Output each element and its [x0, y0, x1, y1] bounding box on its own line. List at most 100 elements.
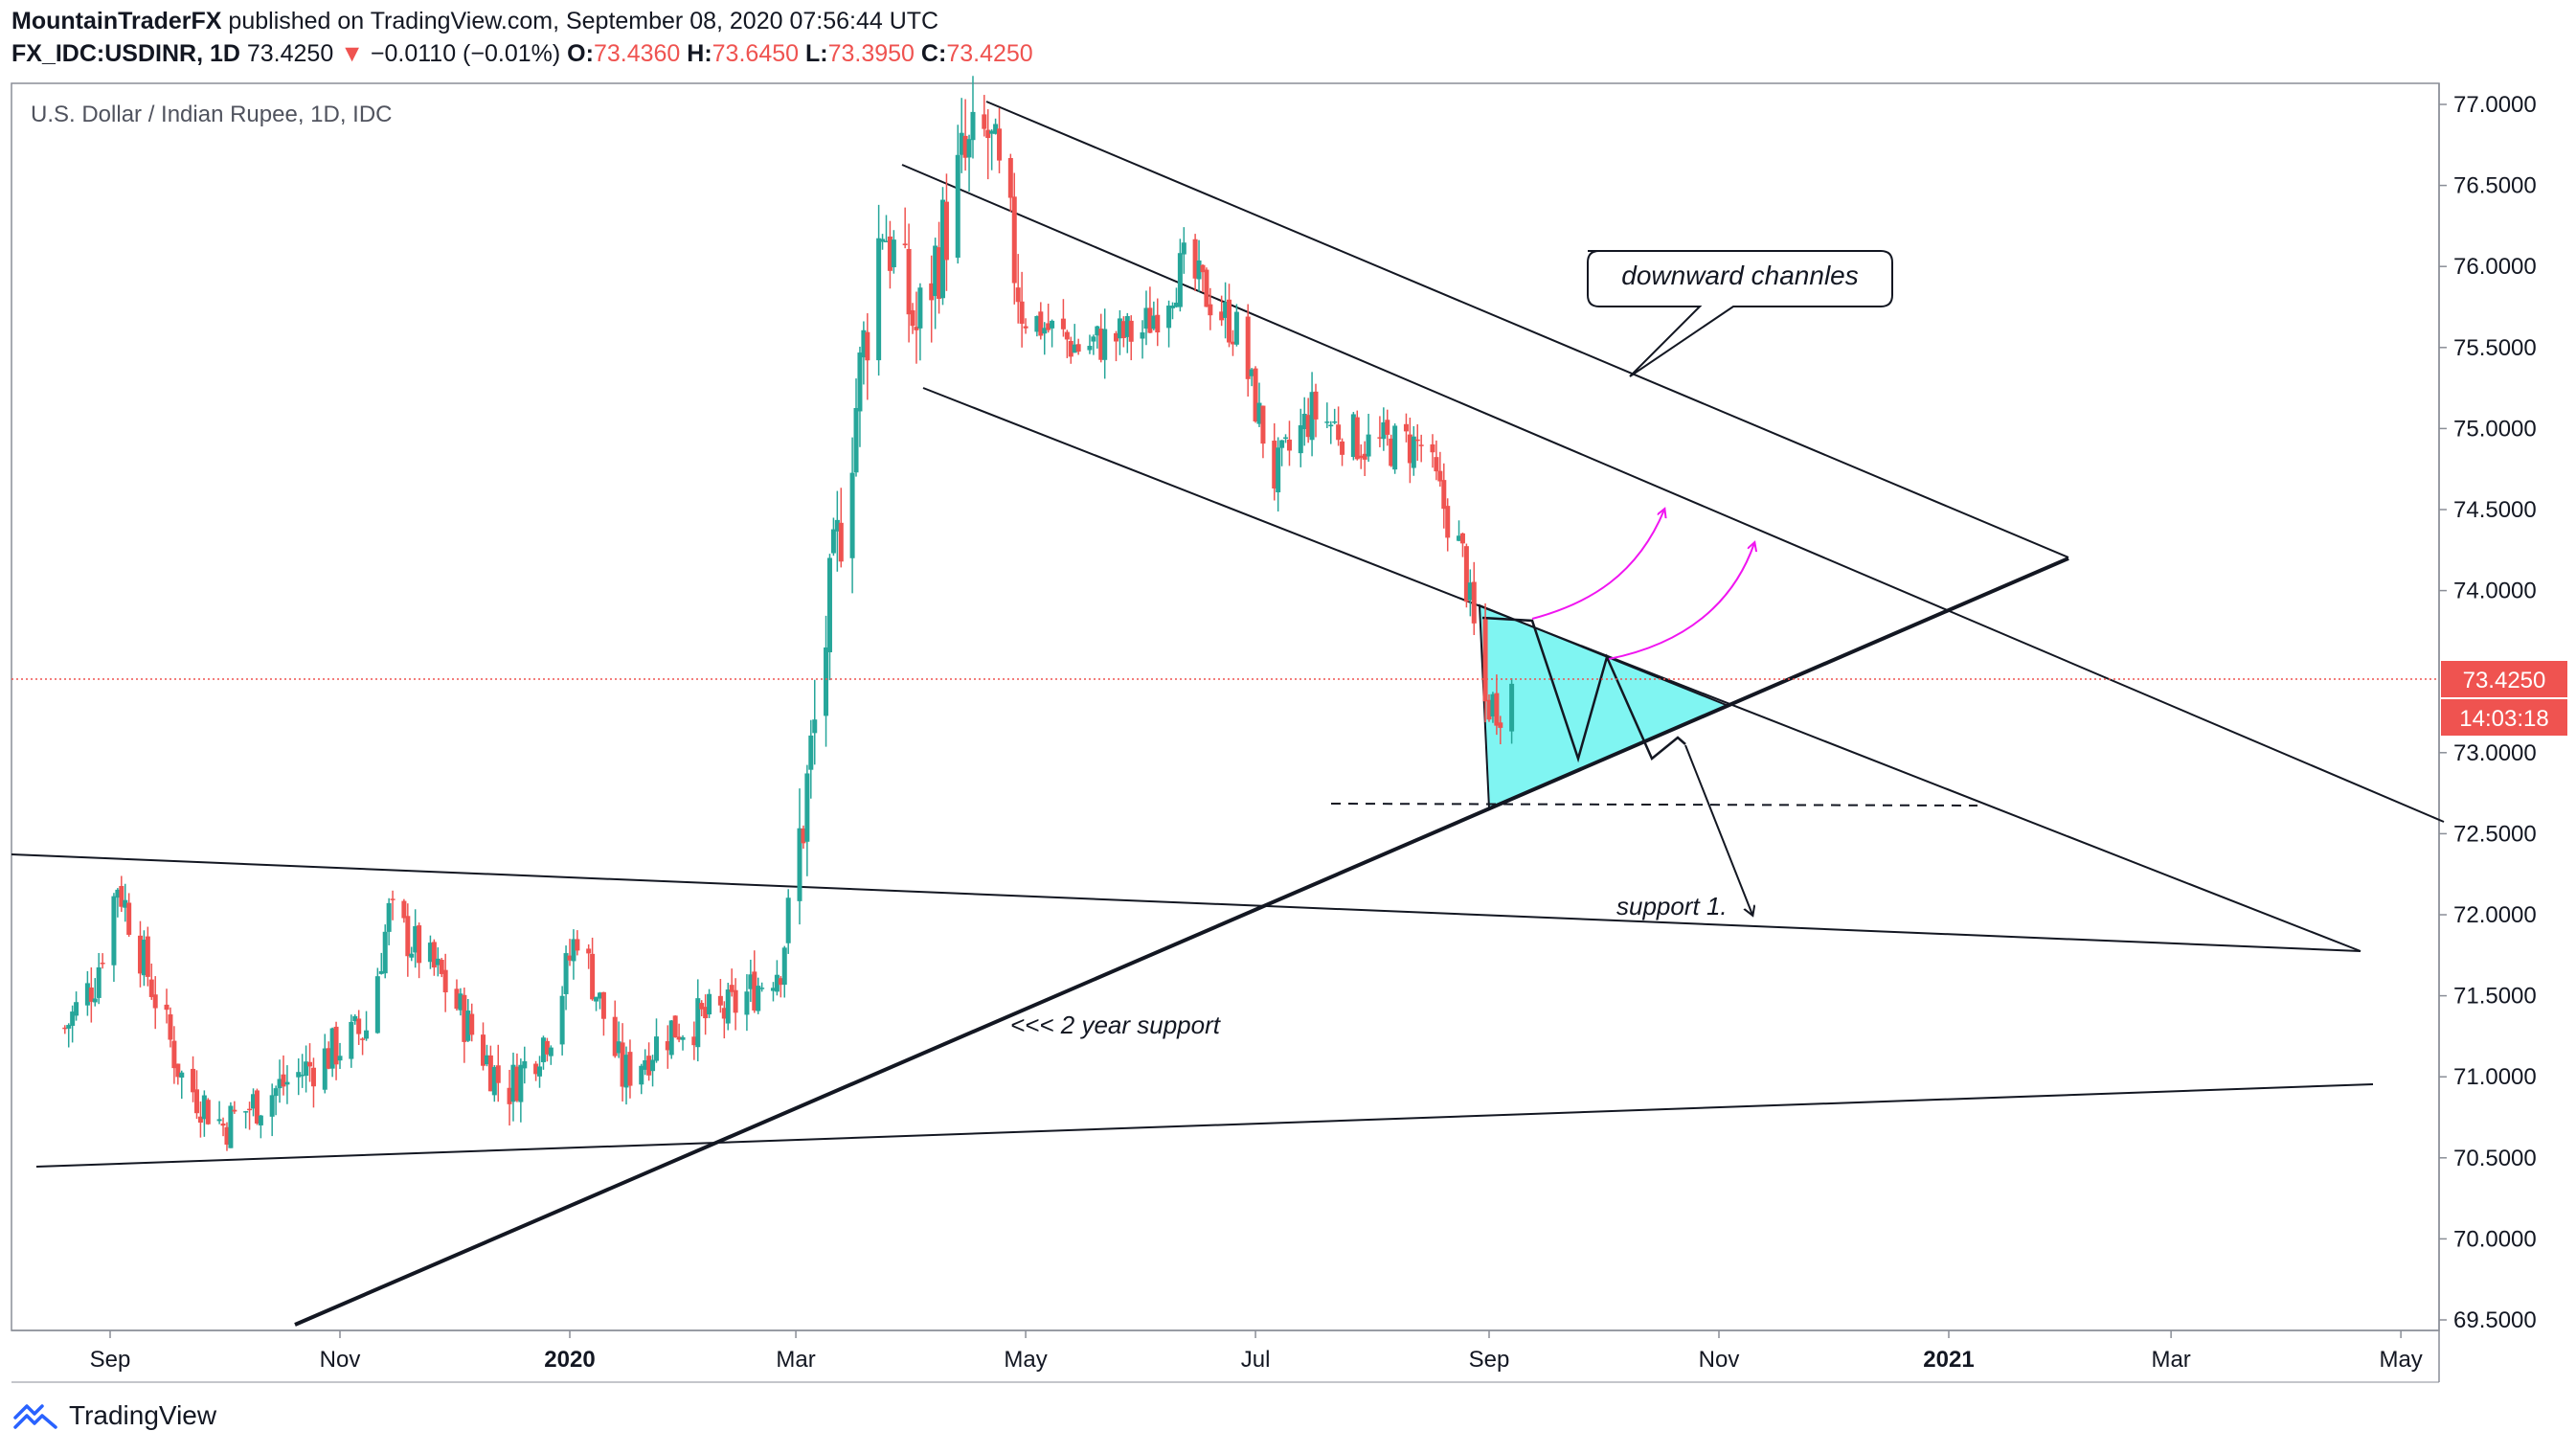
candle-body: [721, 1008, 727, 1019]
candle-body: [435, 958, 441, 966]
candle-body: [707, 993, 712, 1015]
candle-body: [326, 1048, 331, 1069]
candle-body: [1173, 302, 1179, 307]
candle-body: [205, 1100, 211, 1125]
candle-body: [382, 931, 388, 974]
candle-body: [1358, 455, 1364, 459]
candle-body: [417, 925, 422, 964]
upper-range-line: [11, 853, 2361, 952]
countdown-tag-bg: [2441, 699, 2567, 736]
candle-body: [1192, 239, 1198, 279]
candle-body: [902, 243, 908, 246]
candle-body: [277, 1079, 282, 1089]
candle-body: [409, 953, 415, 958]
candle-body: [518, 1064, 524, 1102]
candle-body: [1155, 314, 1161, 333]
y-tick-label: 74.0000: [2453, 579, 2537, 604]
candle-body: [111, 896, 117, 966]
candle-body: [857, 352, 863, 412]
candle-body: [62, 1027, 68, 1030]
candle-body: [254, 1090, 260, 1124]
bullish-arrow-2: [1608, 543, 1754, 660]
candle-body: [1324, 421, 1330, 423]
candle-body: [880, 239, 886, 242]
candle-body: [1430, 443, 1435, 453]
candle-body: [676, 1036, 682, 1040]
open-value: 73.4360: [593, 40, 681, 67]
candle-body: [228, 1105, 234, 1148]
candle-body: [861, 329, 867, 358]
candle-body: [917, 287, 923, 329]
candle-body: [563, 953, 569, 994]
candle-body: [1038, 311, 1044, 336]
candle-body: [1140, 332, 1145, 339]
candle-body: [1332, 421, 1338, 423]
candle-body: [982, 114, 987, 129]
upper-channel-line: [985, 101, 2069, 558]
candle-body: [1283, 437, 1289, 440]
candle-body: [1219, 311, 1225, 321]
candle-body: [672, 1015, 678, 1038]
footer-brand[interactable]: TradingView: [69, 1400, 217, 1430]
candle-body: [785, 897, 791, 943]
candle-body: [224, 1126, 230, 1146]
candle-body: [985, 129, 991, 139]
symbol-name[interactable]: FX_IDC:USDINR, 1D: [11, 40, 240, 67]
two-year-support-label: <<< 2 year support: [1010, 1011, 1222, 1039]
candle-body: [1385, 420, 1390, 435]
y-tick-label: 73.0000: [2453, 740, 2537, 766]
candle-body: [804, 773, 810, 842]
candle-body: [442, 969, 448, 993]
candle-body: [1471, 581, 1477, 624]
candle-body: [937, 247, 942, 299]
candle-body: [1091, 336, 1096, 342]
candle-body: [1276, 447, 1281, 492]
candle-body: [123, 899, 128, 908]
candle-body: [145, 936, 150, 977]
current-price-tag: 73.4250: [2463, 668, 2546, 693]
candle-body: [1279, 440, 1285, 448]
candle-body: [507, 1087, 512, 1104]
candle-body: [1441, 480, 1447, 510]
candle-body: [748, 974, 754, 989]
price-axis[interactable]: 77.0000 76.5000 76.0000 75.5000 75.0000 74.50…: [2439, 92, 2537, 1333]
candle-body: [1223, 302, 1229, 318]
candle-body: [1328, 424, 1334, 427]
candle-body: [1354, 417, 1360, 460]
candle-body: [1230, 341, 1235, 345]
high-label: H:: [687, 40, 712, 67]
y-tick-label: 72.5000: [2453, 821, 2537, 847]
y-tick-label: 75.5000: [2453, 335, 2537, 361]
candle-body: [1407, 434, 1412, 464]
candle-body: [600, 991, 606, 1019]
candle-body: [1023, 326, 1028, 329]
candle-body: [808, 735, 814, 770]
candle-body: [179, 1072, 185, 1079]
support-dashed-line: [1330, 803, 1978, 807]
candle-body: [1486, 699, 1492, 720]
candle-body: [1151, 315, 1157, 329]
candle-body: [940, 199, 946, 299]
candle-body: [865, 331, 870, 361]
candle-body: [597, 992, 602, 999]
candle-body: [1072, 344, 1077, 353]
candle-body: [826, 557, 832, 652]
candle-body: [824, 647, 829, 716]
candle-body: [1260, 405, 1266, 444]
time-axis[interactable]: Sep Nov 2020 Mar May Jul Sep Nov 2021 Mar May: [90, 1330, 2423, 1373]
author-name[interactable]: MountainTraderFX: [11, 8, 222, 34]
candle-body: [243, 1111, 249, 1113]
candle-body: [910, 309, 915, 327]
candle-body: [970, 111, 976, 141]
candle-body: [70, 1011, 76, 1026]
candle-body: [1249, 369, 1254, 376]
candle-body: [620, 1042, 625, 1087]
candle-body: [337, 1056, 343, 1061]
x-tick-label: May: [1004, 1347, 1047, 1373]
candle-body: [1301, 414, 1307, 430]
chart-area[interactable]: U.S. Dollar / Indian Rupee, 1D, IDC down…: [0, 0, 2576, 1389]
candle-body: [943, 201, 949, 261]
candle-body: [993, 124, 999, 134]
close-value: 73.4250: [946, 40, 1033, 67]
candle-body: [360, 1038, 366, 1040]
